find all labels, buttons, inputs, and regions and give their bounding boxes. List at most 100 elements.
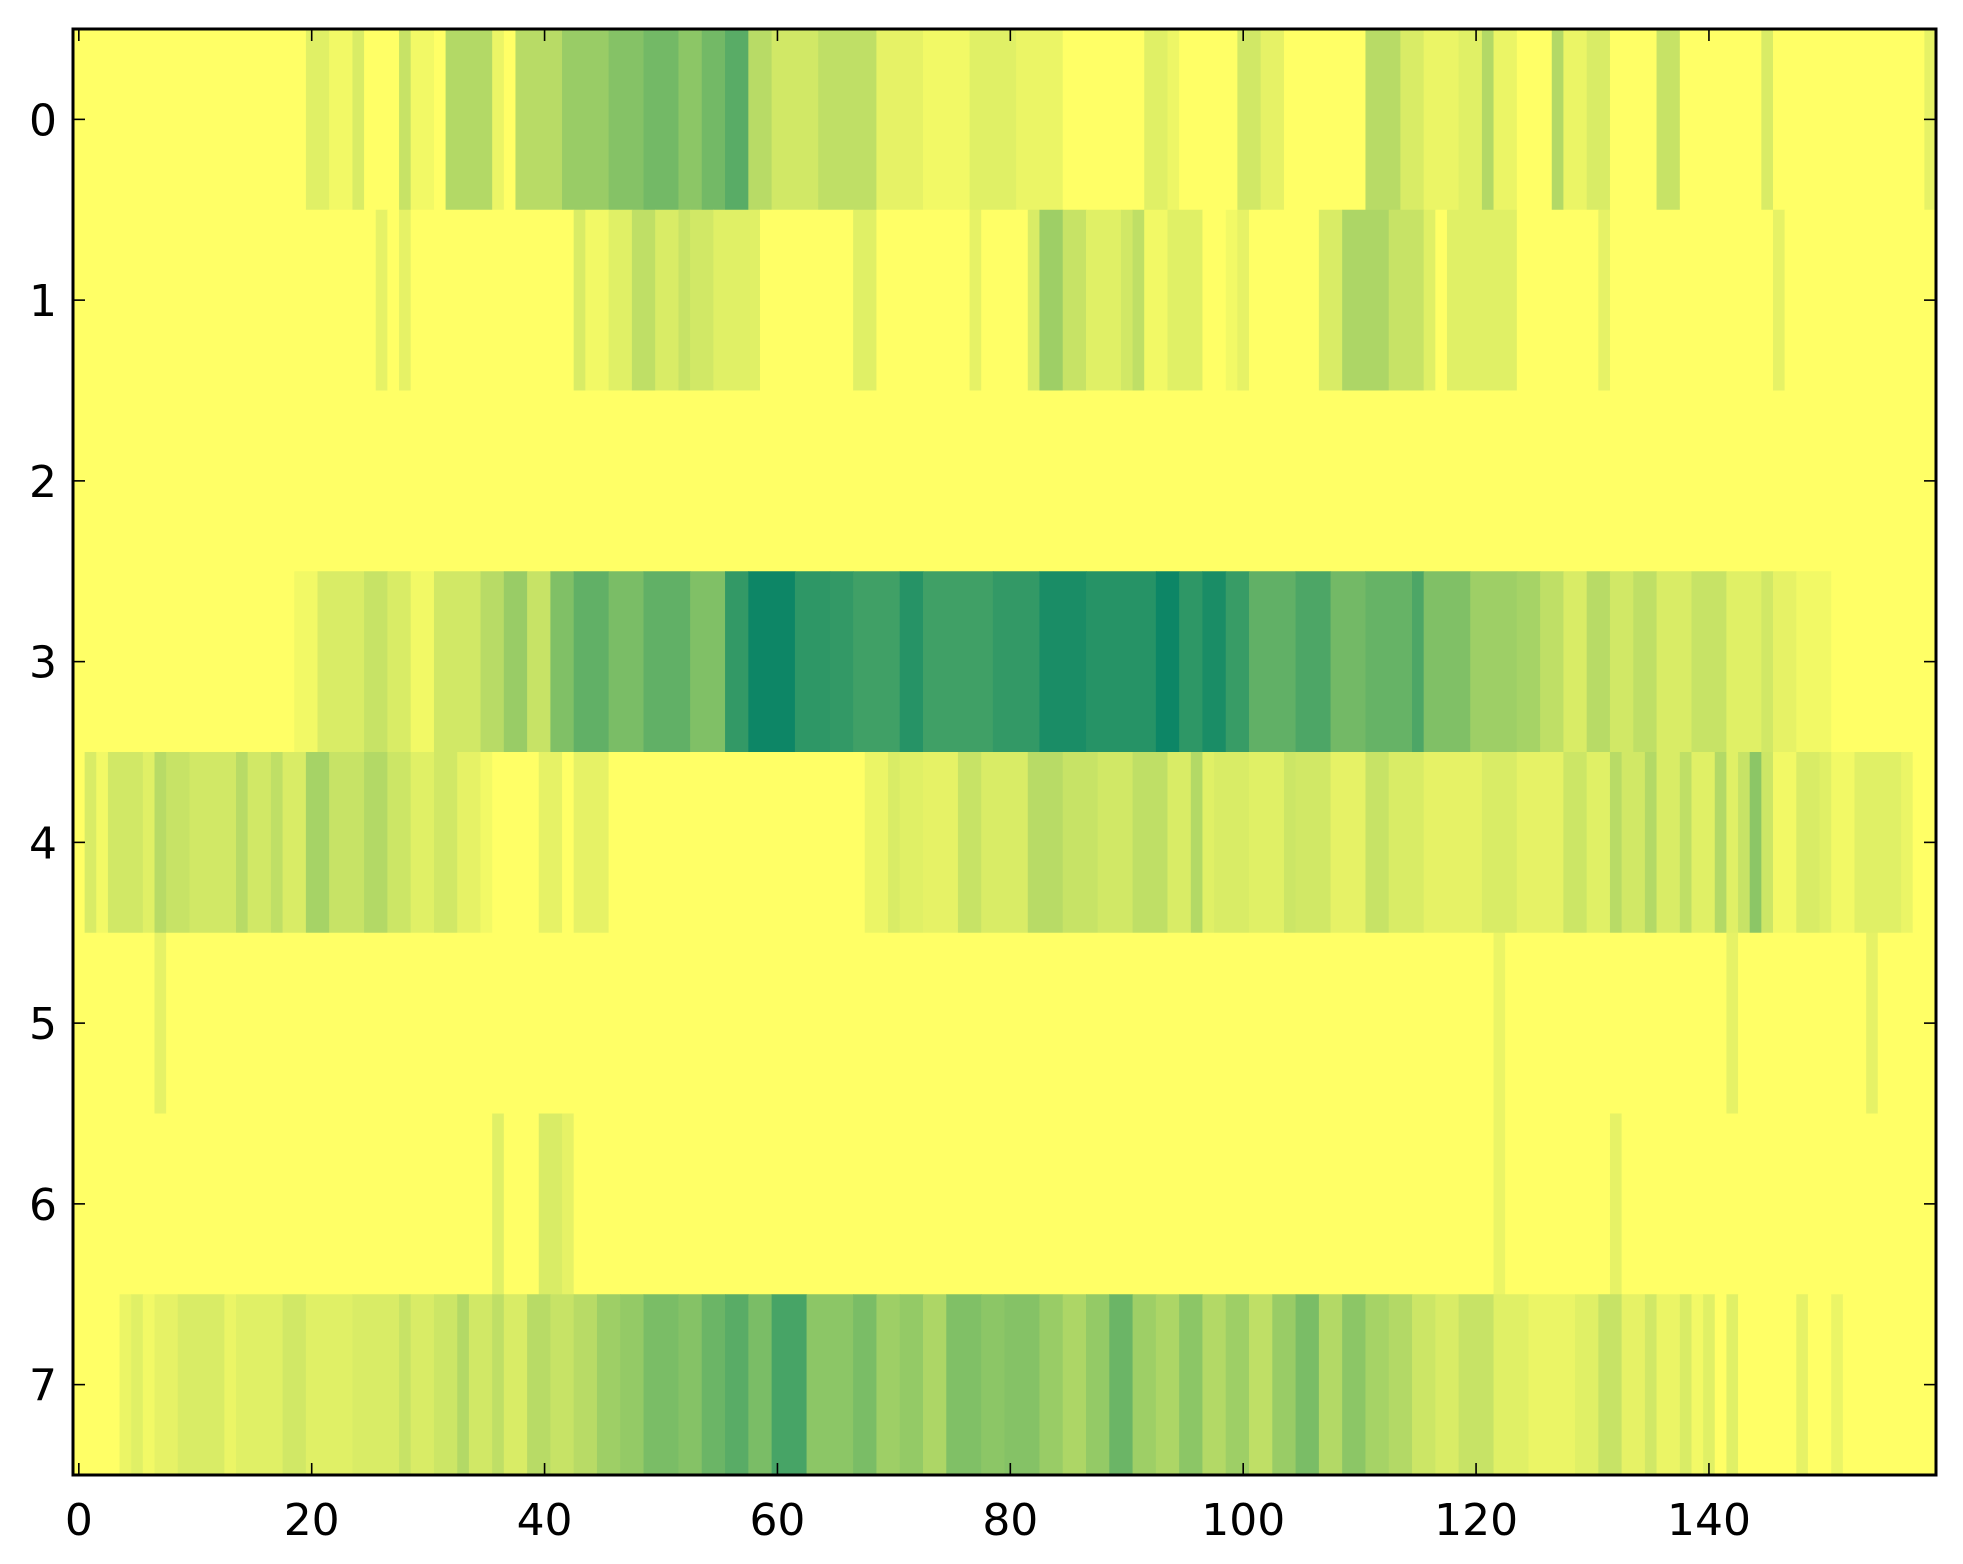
heatmap-cell-row-3-col-67-70 xyxy=(853,571,901,753)
heatmap-cell-row-5-col-7-7 xyxy=(154,932,167,1115)
heatmap-cell-row-5-col-122-122 xyxy=(1493,932,1506,1115)
heatmap-cell-row-3-col-99-100 xyxy=(1225,571,1250,753)
heatmap-cell-row-7-col-6-6 xyxy=(142,1294,156,1476)
heatmap-cell-row-5-col-143-153 xyxy=(1738,932,1867,1115)
heatmap-cell-row-5-col-123-141 xyxy=(1505,932,1728,1115)
heatmap-cell-row-7-col-4-4 xyxy=(119,1294,132,1476)
heatmap-cell-row-1-col-85-86 xyxy=(1062,209,1087,392)
heatmap-cell-row-3-col-101-104 xyxy=(1249,571,1297,753)
heatmap-cell-row-0-col-127-127 xyxy=(1551,29,1564,211)
heatmap-cell-row-0-col-124-126 xyxy=(1516,29,1553,211)
heatmap-cell-row-6-col-42-42 xyxy=(562,1113,575,1295)
heatmap-cell-row-0-col-128-129 xyxy=(1563,29,1588,211)
y-tick-label-1: 1 xyxy=(29,276,57,327)
heatmap-cell-row-4-col-6-6 xyxy=(142,752,156,934)
heatmap-cell-row-4-col-151-152 xyxy=(1831,752,1856,934)
heatmap-cell-row-0-col-145-145 xyxy=(1761,29,1774,211)
heatmap-cell-row-4-col-25-26 xyxy=(364,752,388,934)
heatmap-cell-row-4-col-88-90 xyxy=(1097,752,1134,934)
heatmap-cell-row-3-col-139-141 xyxy=(1691,571,1728,753)
heatmap-cell-row-0-col-49-51 xyxy=(643,29,680,211)
heatmap-cell-row-6-col-132-132 xyxy=(1609,1113,1623,1295)
heatmap-cell-row-7-col-49-51 xyxy=(643,1294,680,1476)
heatmap-cell-row-7-col-80-82 xyxy=(1004,1294,1041,1476)
heatmap-cell-row-6-col-37-39 xyxy=(503,1113,540,1295)
heatmap-cell-row-0-col-94-94 xyxy=(1167,29,1180,211)
heatmap-cell-row-3-col-25-26 xyxy=(364,571,388,753)
heatmap-cell-row-4-col-136-137 xyxy=(1656,752,1681,934)
heatmap-cell-row-3-col-136-138 xyxy=(1656,571,1693,753)
heatmap-cell-row-4-col-116-120 xyxy=(1423,752,1483,934)
heatmap-cell-row-0-col-60-63 xyxy=(771,29,819,211)
heatmap-cell-row-4-col-157-157 xyxy=(1901,752,1914,934)
heatmap-cell-row-7-col-115-116 xyxy=(1412,1294,1436,1476)
heatmap-cell-row-1-col-46-47 xyxy=(608,209,633,392)
heatmap-cell-row-4-col-36-39 xyxy=(492,752,540,934)
heatmap-cell-row-4-col-101-103 xyxy=(1249,752,1285,934)
heatmap-cell-row-4-col-14-14 xyxy=(236,752,249,934)
heatmap-cell-row-6-col-123-131 xyxy=(1505,1113,1611,1295)
heatmap-cell-row-3-col-93-94 xyxy=(1155,571,1180,753)
heatmap-cell-row-4-col-68-69 xyxy=(864,752,889,934)
heatmap-cell-row-4-col-33-34 xyxy=(457,752,482,934)
heatmap-cell-row-3-col-46-48 xyxy=(608,571,645,753)
heatmap-cell-row-0-col-81-84 xyxy=(1016,29,1064,211)
heatmap-cell-row-0-col-32-35 xyxy=(445,29,493,211)
heatmap-cell-row-7-col-33-33 xyxy=(457,1294,470,1476)
y-tick-label-7: 7 xyxy=(29,1361,57,1412)
heatmap-cell-row-3-col-111-114 xyxy=(1365,571,1413,753)
x-tick-label-60: 60 xyxy=(749,1495,805,1546)
heatmap-cell-row-3-col-73-78 xyxy=(922,571,994,753)
heatmap-cell-row-4-col-31-32 xyxy=(433,752,458,934)
heatmap-cell-row-7-col-109-110 xyxy=(1342,1294,1367,1476)
heatmap-cell-row-1-col-78-81 xyxy=(981,209,1029,392)
heatmap-cell-row-4-col-128-129 xyxy=(1563,752,1588,934)
heatmap-cell-row-0-col-119-120 xyxy=(1458,29,1483,211)
heatmap-cell-row-7-col-41-42 xyxy=(550,1294,575,1476)
heatmap-cell-row-0-col-104-110 xyxy=(1283,29,1367,211)
heatmap-cell-row-7-col-107-108 xyxy=(1318,1294,1343,1476)
heatmap-cell-row-3-col-134-135 xyxy=(1633,571,1658,753)
heatmap-cell-row-3-col-120-123 xyxy=(1470,571,1518,753)
heatmap-cell-row-4-col-17-17 xyxy=(270,752,284,934)
x-tick-labels: 0 20 40 60 80 100 120 140 xyxy=(65,1495,1751,1546)
heatmap-cell-row-7-col-39-40 xyxy=(527,1294,551,1476)
heatmap-cell-row-0-col-31-31 xyxy=(433,29,447,211)
heatmap-cell-row-4-col-71-72 xyxy=(899,752,924,934)
heatmap-cell-row-3-col-49-52 xyxy=(643,571,691,753)
heatmap-cell-row-7-col-140-140 xyxy=(1703,1294,1716,1476)
heatmap-cell-row-0-col-77-80 xyxy=(969,29,1017,211)
heatmap-cell-row-3-col-145-145 xyxy=(1761,571,1774,753)
heatmap-cell-row-1-col-99-99 xyxy=(1225,209,1238,392)
heatmap-cell-row-3-col-39-40 xyxy=(527,571,551,753)
heatmap-cell-row-7-col-52-53 xyxy=(678,1294,703,1476)
heatmap-cell-row-7-col-60-62 xyxy=(771,1294,808,1476)
heatmap-cell-row-4-col-142-142 xyxy=(1726,752,1739,934)
heatmap-cell-row-4-col-42-42 xyxy=(562,752,575,934)
heatmap-cell-row-4-col-111-112 xyxy=(1365,752,1390,934)
heatmap-cell-row-1-col-97-98 xyxy=(1202,209,1227,392)
heatmap-cell-row-7-col-103-104 xyxy=(1272,1294,1297,1476)
heatmap-cell-row-7-col-117-118 xyxy=(1435,1294,1460,1476)
heatmap-cell-row-1-col-90-90 xyxy=(1120,209,1134,392)
heatmap-cell-row-7-col-141-141 xyxy=(1714,1294,1728,1476)
heatmap-cell-row-6-col-36-36 xyxy=(492,1113,505,1295)
heatmap-cell-row-1-col-67-68 xyxy=(853,209,878,392)
axis-ticks xyxy=(73,29,1936,1475)
heatmap-cell-row-1-col-27-27 xyxy=(387,209,400,392)
heatmap-cell-row-0-col-116-118 xyxy=(1423,29,1460,211)
heatmap-cell-row-3-col-105-107 xyxy=(1295,571,1332,753)
heatmap-cell-row-7-col-45-46 xyxy=(596,1294,621,1476)
heatmap-cell-row-1-col-26-26 xyxy=(375,209,388,392)
heatmap-cell-row-7-col-148-148 xyxy=(1796,1294,1809,1476)
heatmap-cell-row-3-col-71-72 xyxy=(899,571,924,753)
heatmap-cell-row-4-col-85-87 xyxy=(1062,752,1099,934)
heatmap-cell-row-7-col-95-96 xyxy=(1179,1294,1204,1476)
heatmap-cell-row-3-col-27-28 xyxy=(387,571,412,753)
heatmap-cell-row-7-col-13-13 xyxy=(224,1294,237,1476)
heatmap-cell-row-7-col-87-88 xyxy=(1086,1294,1110,1476)
heatmap-cell-row-1-col-146-146 xyxy=(1772,209,1786,392)
heatmap-cell-row-7-col-131-132 xyxy=(1598,1294,1623,1476)
heatmap-cell-row-3-col-0-18 xyxy=(73,571,295,753)
heatmap-cell-row-3-col-21-24 xyxy=(317,571,365,753)
